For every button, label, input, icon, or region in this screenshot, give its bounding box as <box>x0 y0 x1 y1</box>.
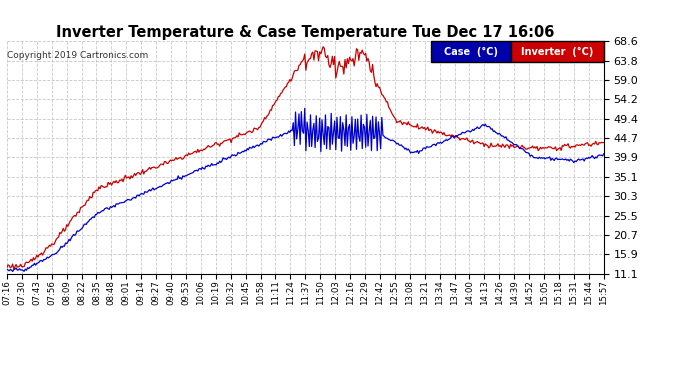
Text: Copyright 2019 Cartronics.com: Copyright 2019 Cartronics.com <box>7 51 148 60</box>
Text: Case  (°C): Case (°C) <box>444 46 498 57</box>
Title: Inverter Temperature & Case Temperature Tue Dec 17 16:06: Inverter Temperature & Case Temperature … <box>56 25 555 40</box>
Text: Inverter  (°C): Inverter (°C) <box>521 46 593 57</box>
